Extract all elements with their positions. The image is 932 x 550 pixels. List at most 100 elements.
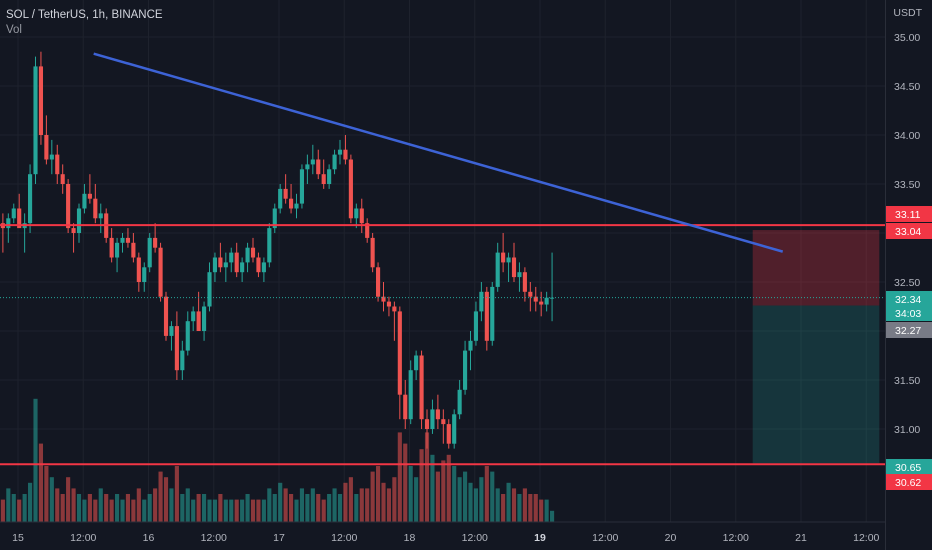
candle	[185, 311, 190, 356]
volume-bar	[397, 432, 402, 522]
candle-body	[158, 247, 163, 297]
volume-bar	[479, 477, 484, 522]
candle-body	[468, 340, 473, 351]
volume-bar	[446, 454, 451, 522]
candle	[506, 252, 511, 282]
candle-body	[430, 409, 435, 429]
price-tick-label: 35.00	[894, 32, 920, 44]
time-tick-label: 12:00	[592, 532, 618, 544]
candle	[240, 257, 245, 282]
candle-body	[337, 149, 343, 155]
candle	[365, 218, 370, 243]
volume-bar	[376, 466, 381, 522]
candle-body	[354, 208, 359, 219]
volume-bar	[6, 488, 11, 522]
volume-bar	[44, 466, 49, 522]
volume-bar	[11, 494, 16, 522]
svg-text:32.27: 32.27	[895, 325, 921, 337]
candle	[245, 242, 250, 273]
take-profit-zone	[752, 305, 880, 464]
candle-body	[11, 208, 16, 219]
candle	[115, 237, 120, 273]
candle-body	[202, 306, 207, 331]
volume-bar	[299, 488, 305, 522]
candle	[55, 144, 60, 184]
candle-body	[321, 174, 326, 184]
candle	[463, 340, 468, 395]
candle-body	[66, 184, 71, 229]
candle-body	[332, 154, 337, 170]
candle	[397, 306, 402, 420]
candle	[337, 139, 343, 165]
candle	[446, 419, 451, 449]
time-tick-label: 12:00	[331, 532, 357, 544]
volume-bar	[142, 499, 147, 522]
candle	[44, 115, 49, 165]
time-tick-label: 12:00	[723, 532, 749, 544]
volume-bar	[511, 488, 517, 522]
volume-bar	[359, 488, 364, 522]
candle-body	[87, 193, 92, 199]
volume-bar	[98, 488, 103, 522]
candle	[196, 291, 201, 331]
volume-bar	[522, 488, 527, 522]
time-tick-label: 19	[534, 532, 546, 544]
candle-body	[522, 272, 527, 292]
volume-indicator-label[interactable]: Vol	[6, 24, 22, 36]
candle-body	[93, 198, 98, 219]
volume-bar	[484, 466, 489, 522]
candle-body	[316, 159, 321, 175]
candle-body	[365, 223, 370, 238]
svg-text:33.04: 33.04	[895, 226, 921, 238]
volume-bar	[0, 499, 5, 522]
candle-body	[501, 252, 506, 263]
candle-body	[131, 242, 136, 258]
candle	[229, 247, 234, 273]
candle	[511, 242, 517, 282]
chart-legend[interactable]: SOL / TetherUS, 1h, BINANCE Vol	[6, 8, 163, 38]
candle-body	[55, 154, 60, 175]
time-tick-label: 12:00	[70, 532, 96, 544]
candle	[250, 237, 256, 263]
candle-body	[218, 257, 223, 268]
volume-bar	[392, 477, 397, 522]
candle	[38, 51, 44, 145]
volume-bar	[517, 494, 522, 522]
volume-bar	[174, 466, 179, 522]
volume-bar	[245, 494, 250, 522]
short-position-tool[interactable]	[752, 230, 880, 464]
volume-bar	[457, 477, 462, 522]
candle	[490, 282, 495, 346]
volume-bar	[196, 494, 201, 522]
volume-bar	[240, 499, 245, 522]
volume-bar	[386, 488, 392, 522]
volume-bar	[38, 443, 44, 522]
candle-body	[185, 321, 190, 351]
candle	[435, 394, 440, 429]
symbol-title[interactable]: SOL / TetherUS, 1h, BINANCE	[6, 9, 163, 21]
candle	[109, 228, 114, 263]
time-tick-label: 12:00	[201, 532, 227, 544]
volume-bar	[321, 499, 326, 522]
candle	[376, 262, 381, 302]
drawing-lines[interactable]	[0, 52, 885, 466]
volume-bar	[158, 471, 163, 522]
candle	[321, 159, 326, 189]
candle	[484, 286, 489, 351]
candle-body	[60, 174, 65, 184]
candle	[327, 164, 332, 189]
volume-bar	[17, 499, 22, 522]
candle-body	[370, 237, 375, 268]
candle	[289, 184, 294, 214]
volume-bars	[0, 398, 555, 522]
svg-text:30.65: 30.65	[895, 462, 921, 474]
candle-body	[163, 296, 169, 336]
time-scale-ticks: 15 12:00 16 12:00 17 12:00 18 12:00 19 12:00 20 12:…	[12, 532, 879, 544]
candle	[33, 56, 38, 184]
candle	[131, 233, 136, 263]
candle	[174, 311, 179, 380]
volume-bar	[501, 494, 506, 522]
volume-bar	[316, 494, 321, 522]
volume-bar	[71, 488, 76, 522]
